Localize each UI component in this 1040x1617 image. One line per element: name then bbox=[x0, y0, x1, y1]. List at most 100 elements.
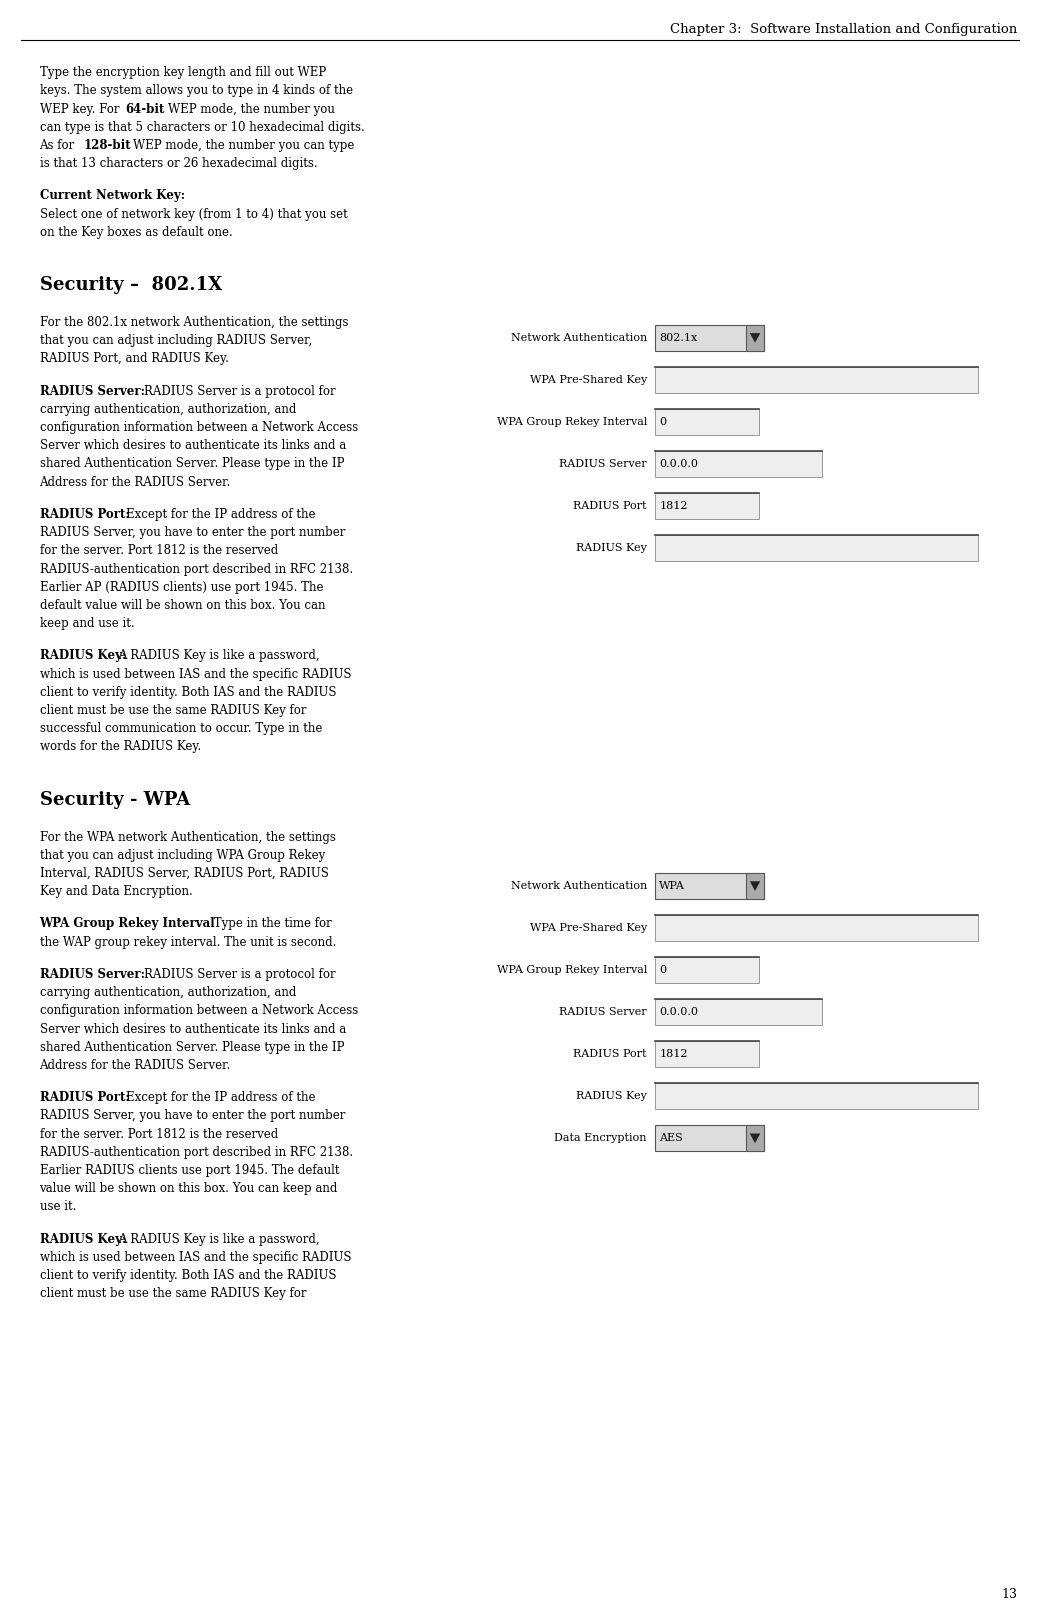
Text: A RADIUS Key is like a password,: A RADIUS Key is like a password, bbox=[119, 650, 320, 663]
Text: keep and use it.: keep and use it. bbox=[40, 616, 134, 631]
Text: shared Authentication Server. Please type in the IP: shared Authentication Server. Please typ… bbox=[40, 1041, 344, 1054]
Text: default value will be shown on this box. You can: default value will be shown on this box.… bbox=[40, 598, 326, 611]
Text: Chapter 3:  Software Installation and Configuration: Chapter 3: Software Installation and Con… bbox=[670, 23, 1017, 36]
Bar bbox=[655, 367, 978, 393]
Text: As for: As for bbox=[40, 139, 79, 152]
Text: WEP mode, the number you: WEP mode, the number you bbox=[168, 102, 335, 115]
Text: configuration information between a Network Access: configuration information between a Netw… bbox=[40, 1004, 358, 1017]
Bar bbox=[655, 409, 759, 435]
Bar bbox=[655, 1041, 759, 1067]
Text: RADIUS Key:: RADIUS Key: bbox=[40, 1232, 126, 1245]
Text: Except for the IP address of the: Except for the IP address of the bbox=[126, 1091, 315, 1104]
Text: for the server. Port 1812 is the reserved: for the server. Port 1812 is the reserve… bbox=[40, 545, 278, 558]
Text: 0: 0 bbox=[659, 965, 667, 975]
Text: on the Key boxes as default one.: on the Key boxes as default one. bbox=[40, 226, 232, 239]
Text: value will be shown on this box. You can keep and: value will be shown on this box. You can… bbox=[40, 1182, 338, 1195]
Text: Network Authentication: Network Authentication bbox=[511, 881, 647, 891]
Text: configuration information between a Network Access: configuration information between a Netw… bbox=[40, 422, 358, 435]
Text: successful communication to occur. Type in the: successful communication to occur. Type … bbox=[40, 721, 322, 734]
Text: Network Authentication: Network Authentication bbox=[511, 333, 647, 343]
Text: Select one of network key (from 1 to 4) that you set: Select one of network key (from 1 to 4) … bbox=[40, 207, 347, 220]
Text: that you can adjust including WPA Group Rekey: that you can adjust including WPA Group … bbox=[40, 849, 324, 862]
Text: WPA Pre-Shared Key: WPA Pre-Shared Key bbox=[529, 923, 647, 933]
Text: 0.0.0.0: 0.0.0.0 bbox=[659, 1007, 699, 1017]
Text: client to verify identity. Both IAS and the RADIUS: client to verify identity. Both IAS and … bbox=[40, 1269, 336, 1282]
Text: that you can adjust including RADIUS Server,: that you can adjust including RADIUS Ser… bbox=[40, 335, 312, 348]
Text: Earlier RADIUS clients use port 1945. The default: Earlier RADIUS clients use port 1945. Th… bbox=[40, 1164, 339, 1177]
Text: WEP key. For: WEP key. For bbox=[40, 102, 123, 115]
Text: for the server. Port 1812 is the reserved: for the server. Port 1812 is the reserve… bbox=[40, 1127, 278, 1140]
Text: RADIUS Server is a protocol for: RADIUS Server is a protocol for bbox=[145, 385, 336, 398]
Text: RADIUS Server:: RADIUS Server: bbox=[40, 969, 145, 982]
Text: RADIUS Key: RADIUS Key bbox=[576, 543, 647, 553]
Text: is that 13 characters or 26 hexadecimal digits.: is that 13 characters or 26 hexadecimal … bbox=[40, 157, 317, 170]
Text: RADIUS Server, you have to enter the port number: RADIUS Server, you have to enter the por… bbox=[40, 526, 345, 540]
Bar bbox=[655, 493, 759, 519]
Text: For the 802.1x network Authentication, the settings: For the 802.1x network Authentication, t… bbox=[40, 317, 348, 330]
Text: the WAP group rekey interval. The unit is second.: the WAP group rekey interval. The unit i… bbox=[40, 936, 336, 949]
Text: 0.0.0.0: 0.0.0.0 bbox=[659, 459, 699, 469]
Text: 1812: 1812 bbox=[659, 501, 687, 511]
Polygon shape bbox=[750, 1134, 760, 1143]
Text: 802.1x: 802.1x bbox=[659, 333, 698, 343]
Text: Earlier AP (RADIUS clients) use port 1945. The: Earlier AP (RADIUS clients) use port 194… bbox=[40, 581, 323, 593]
Text: RADIUS-authentication port described in RFC 2138.: RADIUS-authentication port described in … bbox=[40, 1146, 353, 1159]
Text: Security –  802.1X: Security – 802.1X bbox=[40, 277, 222, 294]
Text: 1812: 1812 bbox=[659, 1049, 687, 1059]
Text: RADIUS Server:: RADIUS Server: bbox=[40, 385, 145, 398]
Polygon shape bbox=[750, 881, 760, 891]
Bar bbox=[655, 451, 822, 477]
Text: RADIUS Port:: RADIUS Port: bbox=[40, 508, 129, 521]
Text: RADIUS Server: RADIUS Server bbox=[560, 459, 647, 469]
Text: 13: 13 bbox=[1002, 1588, 1017, 1601]
Text: client to verify identity. Both IAS and the RADIUS: client to verify identity. Both IAS and … bbox=[40, 686, 336, 699]
Text: WPA Pre-Shared Key: WPA Pre-Shared Key bbox=[529, 375, 647, 385]
Text: words for the RADIUS Key.: words for the RADIUS Key. bbox=[40, 741, 201, 754]
Text: client must be use the same RADIUS Key for: client must be use the same RADIUS Key f… bbox=[40, 1287, 306, 1300]
Text: Key and Data Encryption.: Key and Data Encryption. bbox=[40, 884, 192, 897]
Text: shared Authentication Server. Please type in the IP: shared Authentication Server. Please typ… bbox=[40, 458, 344, 471]
Text: RADIUS Key:: RADIUS Key: bbox=[40, 650, 126, 663]
Text: Current Network Key:: Current Network Key: bbox=[40, 189, 185, 202]
Text: RADIUS Server is a protocol for: RADIUS Server is a protocol for bbox=[145, 969, 336, 982]
Text: Server which desires to authenticate its links and a: Server which desires to authenticate its… bbox=[40, 440, 345, 453]
Text: RADIUS Key: RADIUS Key bbox=[576, 1091, 647, 1101]
Bar bbox=[746, 873, 764, 899]
Bar bbox=[655, 873, 764, 899]
Bar bbox=[655, 535, 978, 561]
Text: RADIUS Port: RADIUS Port bbox=[573, 501, 647, 511]
Text: Security - WPA: Security - WPA bbox=[40, 791, 189, 808]
Bar bbox=[655, 325, 764, 351]
Text: RADIUS Port, and RADIUS Key.: RADIUS Port, and RADIUS Key. bbox=[40, 353, 229, 365]
Bar bbox=[655, 1083, 978, 1109]
Text: RADIUS Port: RADIUS Port bbox=[573, 1049, 647, 1059]
Text: can type is that 5 characters or 10 hexadecimal digits.: can type is that 5 characters or 10 hexa… bbox=[40, 121, 364, 134]
Text: which is used between IAS and the specific RADIUS: which is used between IAS and the specif… bbox=[40, 668, 352, 681]
Text: carrying authentication, authorization, and: carrying authentication, authorization, … bbox=[40, 403, 296, 416]
Text: A RADIUS Key is like a password,: A RADIUS Key is like a password, bbox=[119, 1232, 320, 1245]
Text: WPA: WPA bbox=[659, 881, 685, 891]
Text: keys. The system allows you to type in 4 kinds of the: keys. The system allows you to type in 4… bbox=[40, 84, 353, 97]
Text: WPA Group Rekey Interval: WPA Group Rekey Interval bbox=[496, 417, 647, 427]
Text: : Type in the time for: : Type in the time for bbox=[206, 917, 332, 930]
Polygon shape bbox=[750, 333, 760, 343]
Bar bbox=[655, 915, 978, 941]
Text: Data Encryption: Data Encryption bbox=[554, 1134, 647, 1143]
Text: RADIUS-authentication port described in RFC 2138.: RADIUS-authentication port described in … bbox=[40, 563, 353, 576]
Text: Interval, RADIUS Server, RADIUS Port, RADIUS: Interval, RADIUS Server, RADIUS Port, RA… bbox=[40, 867, 329, 880]
Bar bbox=[655, 957, 759, 983]
Text: WEP mode, the number you can type: WEP mode, the number you can type bbox=[133, 139, 355, 152]
Text: use it.: use it. bbox=[40, 1200, 76, 1213]
Text: Type the encryption key length and fill out WEP: Type the encryption key length and fill … bbox=[40, 66, 326, 79]
Text: carrying authentication, authorization, and: carrying authentication, authorization, … bbox=[40, 986, 296, 999]
Bar bbox=[746, 325, 764, 351]
Text: For the WPA network Authentication, the settings: For the WPA network Authentication, the … bbox=[40, 831, 335, 844]
Text: RADIUS Port:: RADIUS Port: bbox=[40, 1091, 129, 1104]
Text: which is used between IAS and the specific RADIUS: which is used between IAS and the specif… bbox=[40, 1250, 352, 1264]
Text: RADIUS Server: RADIUS Server bbox=[560, 1007, 647, 1017]
Bar bbox=[655, 1125, 764, 1151]
Text: AES: AES bbox=[659, 1134, 683, 1143]
Text: 128-bit: 128-bit bbox=[84, 139, 131, 152]
Bar bbox=[655, 999, 822, 1025]
Text: Except for the IP address of the: Except for the IP address of the bbox=[126, 508, 315, 521]
